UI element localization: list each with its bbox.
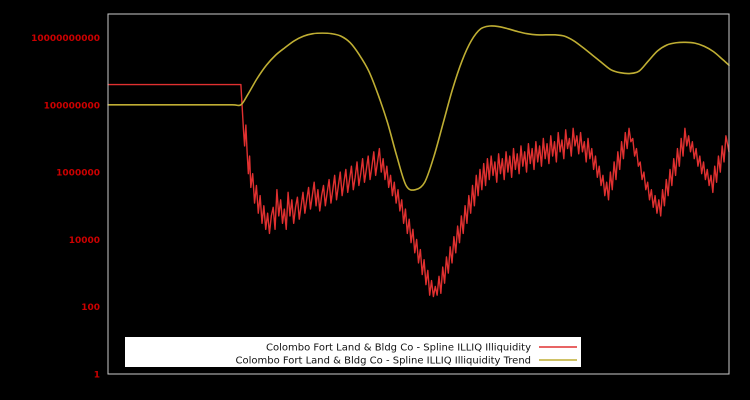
legend-label: Colombo Fort Land & Bldg Co - Spline ILL… [266,343,531,354]
series-line-illiquidity [107,83,730,298]
y-axis-tick-labels: 1 100 10000 1000000 100000000 10000000000 [31,34,100,380]
y-axis-tick-label: 1000000 [56,169,100,179]
chart-legend[interactable]: Colombo Fort Land & Bldg Co - Spline ILL… [125,337,581,367]
y-axis-tick-label: 10000000000 [31,34,100,44]
plot-frame [107,13,730,375]
y-axis-tick-label: 1 [94,371,100,381]
y-axis-tick-label: 100000000 [44,101,100,111]
series-line-illiquidity-trend [107,25,730,191]
y-axis-tick-label: 100 [81,303,100,313]
plot-series-group [107,25,730,298]
y-axis-tick-label: 10000 [69,236,100,246]
legend-background [125,337,581,367]
legend-label: Colombo Fort Land & Bldg Co - Spline ILL… [236,356,532,367]
